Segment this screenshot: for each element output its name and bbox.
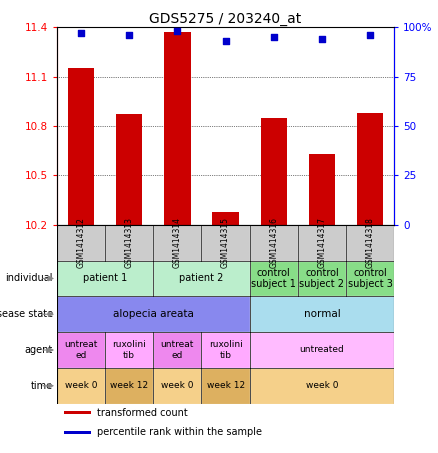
Text: control
subject 1: control subject 1 bbox=[251, 268, 296, 289]
Bar bbox=[153, 332, 201, 368]
Bar bbox=[201, 225, 250, 260]
Bar bbox=[298, 225, 346, 260]
Bar bbox=[105, 332, 153, 368]
Point bbox=[318, 35, 325, 43]
Bar bbox=[57, 332, 105, 368]
Bar bbox=[164, 32, 191, 225]
Text: week 0: week 0 bbox=[161, 381, 194, 390]
Text: GSM1414312: GSM1414312 bbox=[77, 217, 85, 268]
Bar bbox=[57, 296, 250, 332]
Text: percentile rank within the sample: percentile rank within the sample bbox=[97, 427, 262, 437]
Text: untreat
ed: untreat ed bbox=[161, 340, 194, 360]
Bar bbox=[105, 368, 153, 404]
Point bbox=[367, 31, 374, 39]
Bar bbox=[68, 68, 94, 225]
Text: GSM1414314: GSM1414314 bbox=[173, 217, 182, 268]
Bar bbox=[357, 113, 383, 225]
Text: week 0: week 0 bbox=[306, 381, 338, 390]
Bar bbox=[250, 260, 298, 296]
Bar bbox=[201, 332, 250, 368]
Text: disease state: disease state bbox=[0, 309, 53, 319]
Text: control
subject 2: control subject 2 bbox=[300, 268, 344, 289]
Bar bbox=[346, 260, 394, 296]
Bar bbox=[250, 225, 298, 260]
Text: week 0: week 0 bbox=[65, 381, 97, 390]
Bar bbox=[64, 431, 91, 434]
Bar bbox=[105, 225, 153, 260]
Text: week 12: week 12 bbox=[110, 381, 148, 390]
Bar bbox=[309, 154, 335, 225]
Text: normal: normal bbox=[304, 309, 340, 319]
Text: GSM1414318: GSM1414318 bbox=[366, 217, 374, 268]
Text: time: time bbox=[31, 381, 53, 391]
Text: patient 1: patient 1 bbox=[83, 274, 127, 284]
Bar bbox=[57, 260, 153, 296]
Point bbox=[222, 38, 229, 45]
Text: control
subject 3: control subject 3 bbox=[348, 268, 392, 289]
Text: transformed count: transformed count bbox=[97, 408, 188, 418]
Bar bbox=[212, 212, 239, 225]
Bar bbox=[201, 368, 250, 404]
Bar bbox=[64, 411, 91, 414]
Point bbox=[78, 29, 85, 37]
Bar bbox=[250, 368, 394, 404]
Point bbox=[126, 31, 133, 39]
Text: GSM1414315: GSM1414315 bbox=[221, 217, 230, 268]
Text: individual: individual bbox=[6, 274, 53, 284]
Bar bbox=[346, 225, 394, 260]
Text: GSM1414313: GSM1414313 bbox=[125, 217, 134, 268]
Bar bbox=[261, 118, 287, 225]
Bar bbox=[57, 368, 105, 404]
Text: GSM1414317: GSM1414317 bbox=[318, 217, 326, 268]
Text: agent: agent bbox=[25, 345, 53, 355]
Text: ruxolini
tib: ruxolini tib bbox=[208, 340, 243, 360]
Bar bbox=[153, 225, 201, 260]
Bar bbox=[250, 332, 394, 368]
Bar bbox=[153, 368, 201, 404]
Text: ruxolini
tib: ruxolini tib bbox=[112, 340, 146, 360]
Text: untreated: untreated bbox=[300, 346, 344, 355]
Text: untreat
ed: untreat ed bbox=[64, 340, 98, 360]
Text: GSM1414316: GSM1414316 bbox=[269, 217, 278, 268]
Point bbox=[174, 28, 181, 35]
Point bbox=[270, 34, 277, 41]
Bar bbox=[57, 225, 105, 260]
Text: patient 2: patient 2 bbox=[179, 274, 224, 284]
Bar bbox=[116, 115, 142, 225]
Bar bbox=[153, 260, 250, 296]
Text: alopecia areata: alopecia areata bbox=[113, 309, 194, 319]
Title: GDS5275 / 203240_at: GDS5275 / 203240_at bbox=[149, 12, 302, 26]
Bar bbox=[250, 296, 394, 332]
Bar bbox=[298, 260, 346, 296]
Text: week 12: week 12 bbox=[206, 381, 245, 390]
